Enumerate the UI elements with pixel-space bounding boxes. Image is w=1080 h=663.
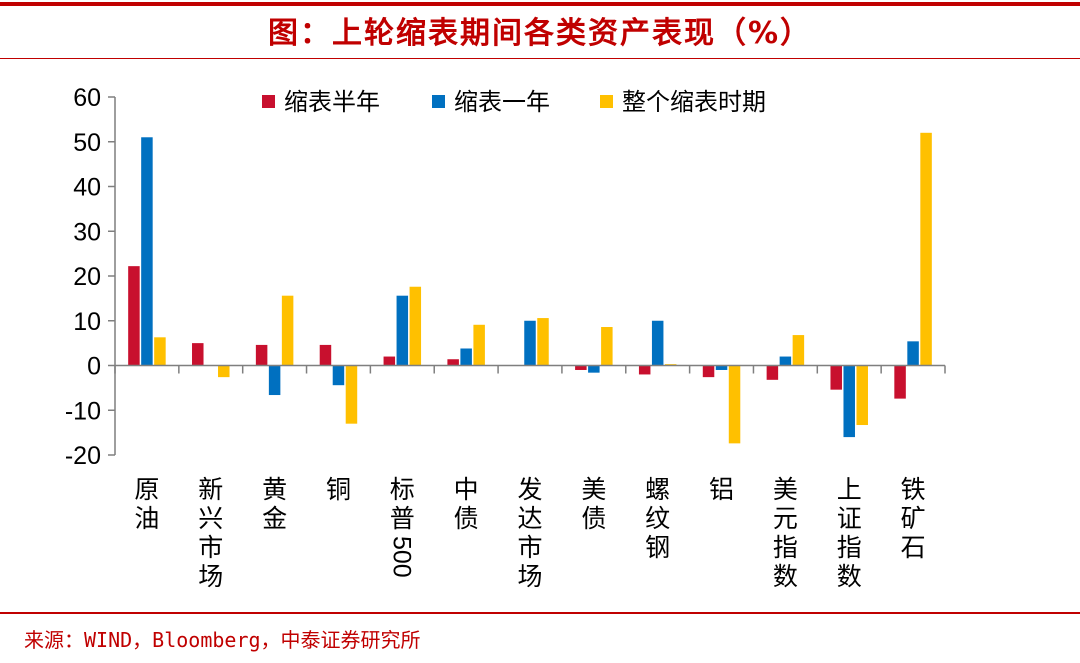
bar-1	[638, 365, 651, 375]
bar-3	[856, 365, 868, 426]
bar-1	[255, 344, 268, 366]
y-tick-label: 20	[73, 263, 101, 291]
bar-3	[728, 365, 741, 444]
source-note: 来源：WIND，Bloomberg，中泰证券研究所	[24, 628, 421, 652]
y-tick-label: 50	[73, 129, 101, 157]
bar-3	[409, 286, 422, 366]
y-tick-label: 0	[87, 353, 101, 381]
bar-1	[447, 359, 459, 366]
x-category-label: 上证指数	[837, 475, 862, 591]
bar-1	[766, 365, 779, 380]
legend-label-3: 整个缩表时期	[622, 88, 766, 116]
y-tick-label: -20	[65, 442, 101, 470]
bar-2	[843, 365, 855, 438]
bar-2	[268, 365, 281, 396]
y-tick-label: 40	[73, 174, 101, 202]
page-title: 图：上轮缩表期间各类资产表现（%）	[267, 16, 813, 51]
title-rule	[0, 58, 1080, 59]
bar-2	[141, 137, 153, 366]
bar-1	[383, 356, 396, 366]
bar-1	[575, 365, 587, 370]
top-rule	[0, 2, 1080, 6]
bar-3	[537, 318, 549, 366]
bar-2	[396, 295, 409, 366]
bar-3	[345, 365, 358, 424]
legend-swatch-2	[432, 95, 445, 108]
bar-3	[792, 335, 805, 366]
bar-chart: 60 50 40 30 20 10 0 -10 -20 原油 新兴市场 黄金 铜 标普 500 中债 发达市场 美…	[65, 84, 946, 591]
legend-label-2: 缩表一年	[454, 88, 550, 116]
bar-2	[715, 365, 728, 370]
bar-3	[920, 132, 932, 366]
bar-2	[524, 320, 536, 366]
x-category-label: 原油	[134, 475, 159, 533]
bar-3	[473, 324, 485, 366]
y-tick-label: 60	[73, 84, 101, 112]
bar-3	[281, 295, 294, 366]
bar-2	[460, 348, 472, 366]
x-category-label: 螺纹钢	[645, 475, 670, 562]
bar-2	[651, 320, 664, 366]
x-category-label: 美债	[581, 475, 606, 533]
bar-1	[894, 365, 906, 399]
bar-2	[907, 341, 919, 366]
x-category-label: 黄金	[262, 475, 287, 533]
bar-2	[588, 365, 600, 373]
bar-1	[319, 344, 332, 366]
bar-3	[601, 327, 613, 366]
x-category-label: 发达市场	[517, 475, 542, 591]
y-tick-label: 30	[73, 218, 101, 246]
bar-1	[128, 266, 140, 366]
x-category-label: 铁矿石	[901, 475, 926, 562]
bar-3	[218, 365, 230, 378]
x-category-label: 中债	[454, 475, 479, 533]
x-category-label: 铝	[709, 475, 734, 504]
legend-swatch-3	[600, 95, 613, 108]
x-category-label: 铜	[326, 475, 351, 504]
bar-1	[830, 365, 842, 390]
bottom-rule	[0, 612, 1080, 614]
y-tick-label: -10	[65, 397, 101, 425]
bar-2	[332, 365, 345, 386]
x-category-label-digits: 500	[387, 536, 415, 578]
bar-2	[779, 356, 792, 366]
x-category-label: 新兴市场	[198, 475, 223, 591]
legend-swatch-1	[262, 95, 275, 108]
y-tick-label: 10	[73, 308, 101, 336]
x-category-label: 标普	[390, 475, 415, 533]
bar-3	[154, 337, 166, 366]
bar-1	[192, 343, 204, 366]
bar-1	[702, 365, 715, 378]
legend-label-1: 缩表半年	[284, 88, 380, 116]
x-category-label: 美元指数	[773, 475, 798, 591]
